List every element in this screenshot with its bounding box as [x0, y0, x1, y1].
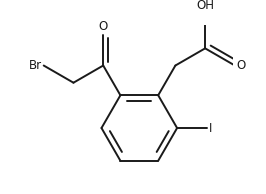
Text: O: O — [237, 59, 246, 72]
Text: O: O — [99, 20, 108, 33]
Text: Br: Br — [29, 59, 42, 72]
Text: OH: OH — [196, 0, 214, 12]
Text: I: I — [209, 121, 212, 134]
